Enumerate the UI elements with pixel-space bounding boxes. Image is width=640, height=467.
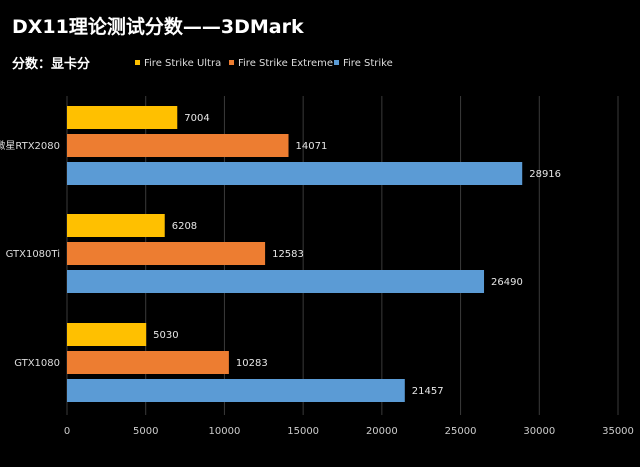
bars — [67, 106, 523, 402]
category-label: GTX1080 — [14, 358, 60, 369]
x-tick-label: 35000 — [602, 426, 634, 437]
data-label: 6208 — [172, 221, 197, 232]
x-tick-label: 25000 — [445, 426, 477, 437]
bar — [67, 242, 266, 265]
x-tick-labels: 0 5000 10000 15000 20000 25000 30000 35000 — [64, 426, 634, 437]
data-label: 10283 — [236, 358, 268, 369]
data-labels: 7004 14071 28916 6208 12583 26490 5030 10283 214… — [153, 113, 561, 397]
legend-swatch — [229, 60, 234, 65]
data-label: 21457 — [412, 386, 444, 397]
bar — [67, 214, 165, 237]
data-label: 12583 — [272, 249, 304, 260]
legend-swatch — [334, 60, 339, 65]
data-label: 28916 — [529, 169, 561, 180]
bar — [67, 106, 178, 129]
category-label: 微星RTX2080 — [0, 139, 60, 152]
legend-label: Fire Strike Extreme — [238, 58, 333, 69]
chart-subtitle: 分数：显卡分 — [12, 56, 90, 72]
x-tick-label: 10000 — [209, 426, 241, 437]
x-tick-label: 15000 — [287, 426, 319, 437]
data-label: 7004 — [184, 113, 209, 124]
category-labels: 微星RTX2080 GTX1080Ti GTX1080 — [0, 139, 60, 369]
x-tick-label: 20000 — [366, 426, 398, 437]
bar — [67, 270, 485, 293]
data-label: 5030 — [153, 330, 178, 341]
x-tick-label: 30000 — [523, 426, 555, 437]
bar — [67, 134, 289, 157]
legend-label: Fire Strike Ultra — [144, 58, 221, 69]
data-label: 14071 — [296, 141, 328, 152]
legend-label: Fire Strike — [343, 58, 393, 69]
data-label: 26490 — [491, 277, 523, 288]
chart-title: DX11理论测试分数——3DMark — [12, 15, 304, 38]
x-tick-label: 5000 — [133, 426, 158, 437]
legend: Fire Strike Ultra Fire Strike Extreme Fire… — [135, 58, 393, 69]
bar — [67, 323, 147, 346]
x-tick-label: 0 — [64, 426, 70, 437]
bar — [67, 162, 523, 185]
bar — [67, 351, 229, 374]
category-label: GTX1080Ti — [6, 249, 60, 260]
bar — [67, 379, 405, 402]
legend-swatch — [135, 60, 140, 65]
